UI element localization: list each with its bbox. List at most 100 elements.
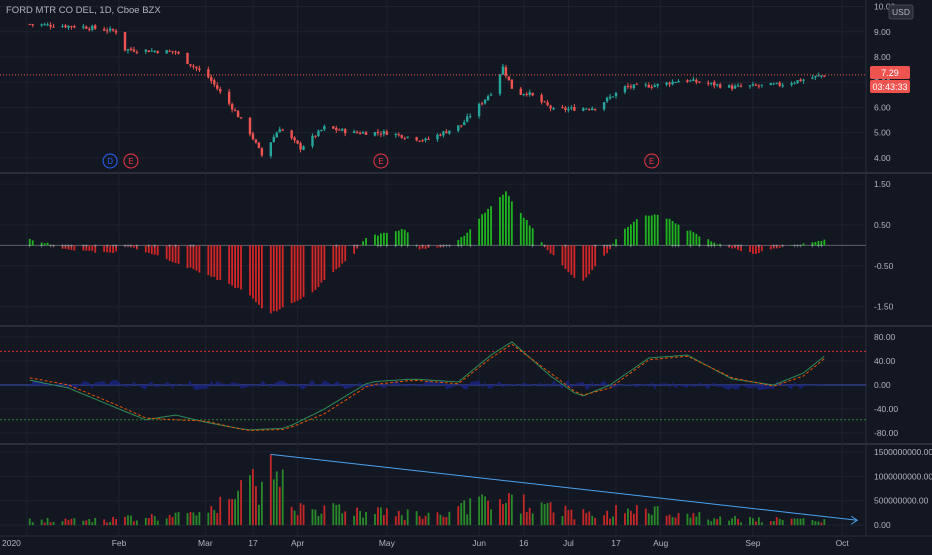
candle[interactable] <box>707 82 710 84</box>
candle[interactable] <box>522 94 525 96</box>
candle[interactable] <box>43 24 46 26</box>
candle[interactable] <box>174 51 177 53</box>
candle[interactable] <box>692 79 695 81</box>
candle[interactable] <box>61 26 64 28</box>
candle[interactable] <box>611 96 615 98</box>
candle[interactable] <box>793 82 796 84</box>
candle[interactable] <box>778 82 781 86</box>
candle[interactable] <box>85 26 88 29</box>
time-axis[interactable]: 2020 Feb Mar 17 Apr May Jun 16 Jul 17 Aug Sep Oct <box>2 538 849 548</box>
candle[interactable] <box>811 77 814 79</box>
candle[interactable] <box>358 132 362 134</box>
candle[interactable] <box>332 126 335 129</box>
candle[interactable] <box>189 64 192 66</box>
candle[interactable] <box>129 48 133 50</box>
candle[interactable] <box>468 116 472 118</box>
candle[interactable] <box>251 133 255 140</box>
candle[interactable] <box>754 84 758 86</box>
candle[interactable] <box>564 107 567 110</box>
candle[interactable] <box>344 129 347 134</box>
oscillator-histogram-pane[interactable]: + + + + + + + + + + + + + + + + + + + + + + + + + + + + + + + + + + + + + + + +… <box>0 191 866 314</box>
candle[interactable] <box>165 50 168 54</box>
candle[interactable] <box>144 49 148 52</box>
candle[interactable] <box>278 129 281 133</box>
candle[interactable] <box>647 84 650 88</box>
candle[interactable] <box>689 80 692 82</box>
candle[interactable] <box>772 83 775 85</box>
candle[interactable] <box>153 50 156 52</box>
event-marker[interactable] <box>123 153 139 169</box>
candle[interactable] <box>156 51 159 54</box>
candle[interactable] <box>195 66 198 69</box>
candle[interactable] <box>463 122 466 126</box>
candle[interactable] <box>317 130 320 137</box>
candle[interactable] <box>665 82 668 85</box>
candle[interactable] <box>355 131 359 133</box>
candle[interactable] <box>403 138 406 140</box>
candle[interactable] <box>716 84 719 86</box>
candle[interactable] <box>510 79 514 89</box>
candle[interactable] <box>299 143 302 150</box>
candle[interactable] <box>406 136 409 138</box>
candle[interactable] <box>525 93 528 95</box>
candle[interactable] <box>656 83 659 86</box>
candle[interactable] <box>216 85 219 89</box>
candle[interactable] <box>546 102 549 106</box>
candle[interactable] <box>239 117 243 119</box>
candle[interactable] <box>46 24 49 26</box>
candle[interactable] <box>483 99 487 104</box>
candle[interactable] <box>650 86 653 88</box>
candle[interactable] <box>67 25 70 28</box>
candle[interactable] <box>269 142 273 157</box>
candle[interactable] <box>192 65 195 67</box>
candle[interactable] <box>186 52 189 64</box>
candle[interactable] <box>635 83 639 85</box>
candle[interactable] <box>352 131 356 134</box>
candle[interactable] <box>91 25 94 30</box>
candle[interactable] <box>686 80 689 82</box>
candle[interactable] <box>230 103 234 110</box>
candle[interactable] <box>427 138 430 140</box>
candle[interactable] <box>373 132 377 136</box>
candle[interactable] <box>674 82 677 84</box>
candle[interactable] <box>70 26 73 28</box>
candle[interactable] <box>790 83 793 86</box>
candle[interactable] <box>314 135 317 137</box>
candle[interactable] <box>302 146 305 150</box>
volume-pane[interactable] <box>28 453 859 526</box>
candle[interactable] <box>602 102 606 110</box>
candle[interactable] <box>198 68 201 70</box>
candle[interactable] <box>73 26 76 28</box>
candle[interactable] <box>757 85 761 87</box>
candle[interactable] <box>177 51 180 54</box>
candle[interactable] <box>421 140 424 142</box>
candle[interactable] <box>323 126 326 130</box>
event-marker[interactable] <box>644 153 660 169</box>
candle[interactable] <box>382 131 386 134</box>
candle[interactable] <box>385 131 389 135</box>
candle[interactable] <box>445 131 448 134</box>
candle[interactable] <box>671 81 674 85</box>
candle[interactable] <box>49 24 52 27</box>
candle[interactable] <box>290 130 293 139</box>
candle[interactable] <box>424 138 427 141</box>
candle[interactable] <box>519 88 522 95</box>
candle[interactable] <box>668 82 671 85</box>
candle[interactable] <box>796 80 799 84</box>
candle[interactable] <box>400 134 403 138</box>
candle[interactable] <box>593 108 597 110</box>
candle[interactable] <box>739 85 743 87</box>
candle[interactable] <box>207 69 210 78</box>
candle[interactable] <box>501 66 505 75</box>
candle[interactable] <box>698 81 701 83</box>
candle[interactable] <box>394 133 398 136</box>
candle[interactable] <box>439 134 442 136</box>
candle[interactable] <box>775 82 778 84</box>
candle[interactable] <box>531 92 534 96</box>
candle[interactable] <box>272 137 275 143</box>
candle[interactable] <box>591 108 594 111</box>
candle[interactable] <box>814 75 817 78</box>
candle[interactable] <box>466 116 469 122</box>
candle[interactable] <box>293 137 296 141</box>
